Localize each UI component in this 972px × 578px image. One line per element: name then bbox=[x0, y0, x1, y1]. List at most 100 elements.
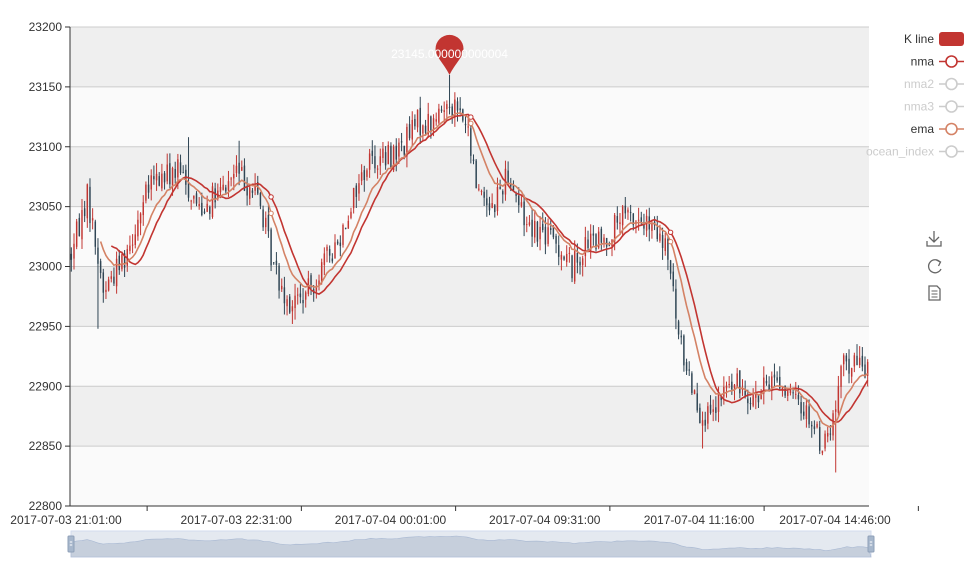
candle bbox=[725, 381, 728, 398]
toolbox bbox=[926, 231, 942, 301]
candle bbox=[507, 161, 509, 186]
candle bbox=[632, 212, 635, 231]
candle bbox=[363, 165, 366, 192]
legend-label: nma3 bbox=[904, 100, 934, 114]
download-icon[interactable] bbox=[926, 231, 942, 247]
y-tick-label: 23000 bbox=[29, 260, 63, 274]
legend-item-nma2[interactable]: nma2 bbox=[904, 77, 964, 91]
legend-item-kline[interactable]: K line bbox=[904, 32, 964, 46]
x-tick-label: 2017-07-03 22:31:00 bbox=[181, 513, 293, 527]
candle bbox=[294, 283, 296, 320]
candle bbox=[102, 268, 105, 303]
candle bbox=[595, 233, 597, 252]
legend-swatch bbox=[945, 77, 958, 91]
candle bbox=[672, 263, 674, 292]
candle bbox=[142, 195, 144, 226]
candle bbox=[811, 421, 813, 438]
candle bbox=[315, 279, 318, 299]
candle bbox=[302, 288, 304, 314]
candle bbox=[824, 430, 826, 452]
candle bbox=[376, 165, 379, 179]
candle bbox=[736, 367, 738, 388]
candle bbox=[416, 109, 419, 133]
candle bbox=[352, 187, 355, 214]
candle bbox=[560, 251, 563, 271]
candle bbox=[214, 182, 216, 209]
candle bbox=[816, 421, 818, 429]
candle bbox=[195, 191, 198, 207]
candle bbox=[691, 371, 693, 395]
candle bbox=[771, 371, 773, 401]
candle bbox=[400, 132, 403, 152]
background-band bbox=[70, 27, 869, 87]
candle bbox=[387, 141, 390, 165]
candle bbox=[296, 287, 299, 305]
candle bbox=[342, 223, 344, 248]
legend-item-ema[interactable]: ema bbox=[911, 122, 964, 136]
max-marker-label: 23145.000000000004 bbox=[391, 47, 508, 61]
candle bbox=[94, 219, 97, 255]
candle bbox=[105, 281, 107, 299]
candle bbox=[571, 254, 573, 283]
candle bbox=[424, 119, 427, 135]
candle bbox=[603, 234, 605, 248]
candle bbox=[579, 256, 581, 275]
ema-line-point bbox=[667, 239, 674, 245]
candle bbox=[166, 153, 168, 185]
candle bbox=[616, 206, 619, 230]
candle bbox=[792, 388, 794, 399]
candle bbox=[230, 176, 232, 187]
candle bbox=[179, 154, 182, 175]
candle bbox=[837, 375, 840, 417]
candle bbox=[336, 239, 339, 246]
legend-label: ocean_index bbox=[866, 145, 934, 159]
max-marker-pin bbox=[435, 34, 464, 75]
candle bbox=[813, 420, 816, 435]
legend-item-ocean_index[interactable]: ocean_index bbox=[866, 145, 964, 159]
candle bbox=[712, 399, 714, 422]
data-zoom-slider[interactable] bbox=[67, 530, 875, 558]
candle bbox=[459, 97, 461, 115]
candle bbox=[438, 103, 440, 125]
candle bbox=[161, 163, 163, 192]
candle bbox=[853, 352, 856, 373]
candle bbox=[251, 187, 254, 198]
candle bbox=[379, 148, 382, 176]
candle bbox=[523, 194, 525, 237]
candle bbox=[456, 97, 459, 122]
candle bbox=[451, 103, 453, 124]
candle bbox=[699, 403, 701, 424]
legend-item-nma3[interactable]: nma3 bbox=[904, 100, 964, 114]
candle bbox=[475, 158, 477, 189]
candle bbox=[749, 397, 752, 410]
candle bbox=[757, 394, 760, 408]
legend-swatch bbox=[939, 32, 964, 46]
candle bbox=[259, 191, 262, 210]
ema-line-point bbox=[468, 120, 474, 127]
legend-label: nma bbox=[911, 55, 935, 69]
candle bbox=[464, 115, 467, 134]
zoom-handle-left[interactable] bbox=[67, 535, 75, 553]
legend-label: ema bbox=[911, 122, 935, 136]
candle bbox=[219, 177, 222, 199]
candle bbox=[528, 215, 531, 227]
refresh-icon[interactable] bbox=[928, 259, 942, 274]
candle bbox=[147, 175, 150, 199]
candle bbox=[661, 227, 664, 260]
legend-item-nma[interactable]: nma bbox=[911, 55, 964, 69]
candle bbox=[840, 364, 842, 399]
zoom-handle-right[interactable] bbox=[867, 535, 875, 553]
data-view-icon[interactable] bbox=[928, 285, 941, 301]
candle bbox=[283, 276, 286, 315]
candle bbox=[472, 154, 475, 165]
candle bbox=[480, 189, 483, 196]
candle bbox=[584, 226, 587, 267]
candle bbox=[211, 182, 214, 219]
candle bbox=[629, 204, 632, 222]
candle bbox=[134, 224, 136, 249]
legend-label: nma2 bbox=[904, 77, 934, 91]
candle bbox=[304, 290, 307, 308]
candle bbox=[366, 168, 368, 181]
background-band bbox=[70, 266, 869, 327]
candle bbox=[331, 253, 334, 264]
